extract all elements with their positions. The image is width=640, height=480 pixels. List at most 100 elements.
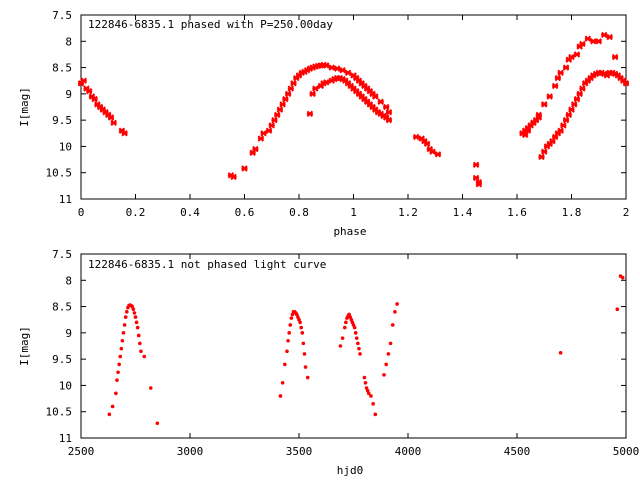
data-point — [579, 40, 586, 48]
y-tick-label: 10.5 — [46, 406, 73, 419]
data-point — [352, 325, 357, 330]
y-tick-label: 7.5 — [52, 248, 72, 261]
data-point — [386, 352, 391, 356]
data-point — [110, 404, 115, 409]
data-point — [241, 165, 248, 172]
data-point — [571, 101, 578, 108]
data-point — [363, 381, 368, 385]
data-point — [303, 365, 308, 369]
data-point — [273, 111, 281, 119]
y-tick-label: 8.5 — [52, 301, 72, 314]
data-point — [298, 320, 302, 325]
y-tick-label: 9 — [65, 327, 72, 340]
data-point — [136, 333, 141, 338]
data-point — [475, 181, 483, 188]
data-points — [107, 274, 625, 426]
data-point — [393, 310, 397, 314]
data-point — [123, 315, 128, 319]
data-point — [590, 38, 597, 45]
chart-title: 122846-6835.1 not phased light curve — [88, 258, 326, 271]
x-tick-label: 0 — [78, 206, 85, 219]
data-point — [282, 95, 289, 103]
data-point — [353, 331, 358, 335]
data-point — [120, 338, 125, 343]
data-point — [565, 111, 572, 119]
x-tick-label: 0.4 — [180, 206, 200, 219]
data-point — [382, 103, 390, 111]
x-tick-label: 2500 — [68, 445, 95, 458]
y-tick-label: 9 — [65, 88, 72, 101]
data-point — [395, 302, 399, 306]
x-tick-label: 1.6 — [507, 206, 527, 219]
y-axis-label: I[mag] — [18, 87, 31, 127]
data-point — [299, 325, 303, 330]
x-tick-label: 0.8 — [289, 206, 309, 219]
data-point — [362, 375, 367, 380]
data-point — [110, 119, 117, 126]
data-point — [138, 341, 142, 346]
data-point — [338, 344, 343, 348]
data-point — [116, 370, 120, 375]
data-point — [546, 93, 553, 100]
data-point — [148, 386, 153, 390]
data-point — [576, 90, 583, 98]
data-point — [328, 64, 335, 71]
data-point — [289, 316, 294, 320]
y-tick-label: 11 — [59, 193, 72, 206]
data-point — [85, 88, 93, 95]
x-tick-label: 3500 — [286, 445, 313, 458]
data-point — [265, 127, 273, 134]
data-point — [549, 137, 556, 145]
y-axis-label: I[mag] — [18, 326, 31, 366]
data-point — [573, 95, 581, 103]
y-tick-label: 8 — [65, 274, 72, 287]
data-point — [584, 35, 592, 42]
x-tick-label: 2 — [623, 206, 630, 219]
data-point — [288, 323, 293, 327]
data-point — [115, 378, 119, 382]
data-point — [541, 101, 548, 108]
data-point — [139, 349, 143, 354]
y-tick-label: 10 — [59, 379, 72, 392]
data-point — [568, 53, 575, 61]
x-tick-label: 5000 — [613, 445, 640, 458]
data-point — [91, 95, 98, 103]
y-tick-label: 8 — [65, 35, 72, 48]
data-point — [118, 354, 123, 359]
data-point — [133, 315, 138, 319]
data-point — [300, 331, 305, 335]
axis-ticks: 2500 3000 3500 4000 4500 5000 7.5 8 8.5 9 9.5 10 10.… — [46, 248, 640, 458]
plot-frame — [80, 253, 627, 439]
data-point — [622, 80, 630, 87]
data-point — [369, 394, 373, 398]
data-point — [135, 325, 140, 330]
data-point — [278, 394, 283, 398]
data-point — [107, 114, 115, 121]
x-tick-label: 3000 — [177, 445, 204, 458]
data-point — [600, 31, 608, 39]
data-point — [122, 323, 127, 327]
data-point — [155, 421, 160, 426]
data-point — [284, 90, 292, 98]
y-tick-label: 8.5 — [52, 62, 72, 75]
data-points — [77, 31, 630, 188]
data-point — [606, 33, 613, 41]
data-point — [132, 311, 137, 315]
data-point — [80, 77, 87, 84]
data-point — [117, 362, 121, 367]
data-point — [377, 98, 384, 105]
data-point — [260, 130, 267, 137]
data-point — [134, 320, 139, 325]
y-tick-label: 11 — [59, 432, 72, 445]
data-point — [283, 362, 287, 367]
data-point — [373, 412, 378, 417]
data-point — [385, 116, 393, 124]
x-axis-label: phase — [333, 225, 366, 238]
axis-ticks: 0 0.2 0.4 0.6 0.8 1 1.2 1.4 1.6 1.8 2 7.5 8 8.5 9 9.5 10… — [46, 9, 630, 219]
data-point — [388, 341, 393, 346]
data-point — [557, 69, 564, 77]
data-point — [568, 106, 575, 113]
data-point — [342, 325, 347, 330]
data-point — [121, 331, 126, 335]
